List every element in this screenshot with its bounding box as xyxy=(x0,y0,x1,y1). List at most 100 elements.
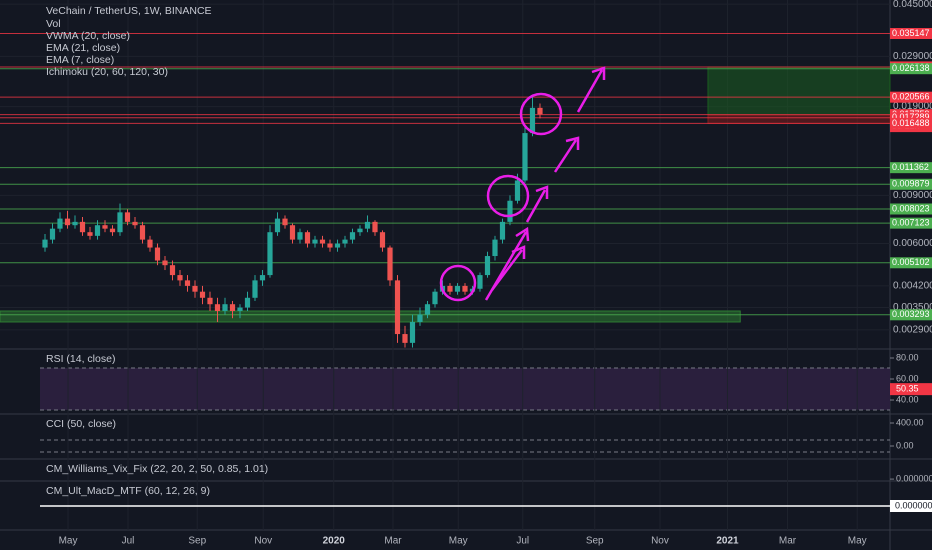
candle-body xyxy=(522,133,528,181)
level-label: 0.011362 xyxy=(892,162,929,172)
level-label: 0.005102 xyxy=(892,257,930,267)
level-label: 0.008023 xyxy=(892,203,930,213)
annotations xyxy=(439,66,606,302)
level-label-box xyxy=(890,309,932,321)
candle-body xyxy=(537,107,543,115)
y-tick-label: 0.003500 xyxy=(893,302,932,313)
candle-body xyxy=(102,225,108,229)
candle-body xyxy=(199,291,206,298)
candle-body xyxy=(274,218,281,233)
candle-body xyxy=(394,280,401,335)
x-tick-label: Mar xyxy=(384,536,402,547)
level-label: 0.035147 xyxy=(892,28,930,38)
rsi-band xyxy=(40,368,890,410)
x-tick-label: Mar xyxy=(779,536,797,547)
panel-title: CM_Williams_Vix_Fix (22, 20, 2, 50, 0.85… xyxy=(46,463,268,475)
candle-body xyxy=(387,247,393,281)
legend-entry: EMA (7, close) xyxy=(46,54,114,66)
candle-body xyxy=(327,243,333,248)
candle-body xyxy=(372,221,378,233)
level-label-box xyxy=(890,203,932,215)
x-tick-label: May xyxy=(449,536,468,547)
candle-body xyxy=(409,321,416,343)
candle-body xyxy=(312,239,318,244)
x-tick-label: May xyxy=(848,536,867,547)
labels: May Jul Sep Nov 2020 Mar May Jul Sep Nov 2021 Mar Ma… xyxy=(40,0,932,547)
current-value-label: 50.35 xyxy=(896,384,919,394)
candle-body xyxy=(252,280,258,298)
candle-body xyxy=(507,200,513,222)
x-tick-label: 2020 xyxy=(323,536,346,547)
candle-body xyxy=(177,275,183,281)
y-tick-label: 60.00 xyxy=(896,373,919,383)
y-tick-label: 0.000000 xyxy=(896,473,932,483)
candle-body xyxy=(162,260,168,266)
candle-body xyxy=(462,285,468,292)
panel-title: CM_Ult_MacD_MTF (60, 12, 26, 9) xyxy=(46,485,210,497)
candle-body xyxy=(229,304,236,311)
candle-body xyxy=(289,225,296,240)
y-tick-label: 0.004200 xyxy=(893,281,932,292)
legend-entry: Ichimoku (20, 60, 120, 30) xyxy=(46,66,168,78)
candle-body xyxy=(109,228,116,233)
candle-body xyxy=(477,275,483,289)
levels xyxy=(0,33,890,316)
y-tick-label: 0.000000 xyxy=(895,500,932,510)
candle-body xyxy=(124,212,131,222)
x-tick-label: Sep xyxy=(586,536,604,547)
y-tick-label: 0.002900 xyxy=(893,325,932,336)
candle-body xyxy=(244,297,251,308)
panel-title: CCI (50, close) xyxy=(46,418,116,430)
candle-body xyxy=(267,232,273,276)
value-box xyxy=(890,500,932,512)
level-label-box xyxy=(890,162,932,174)
legend-entry: Vol xyxy=(46,18,61,30)
level-label-box xyxy=(890,112,932,124)
candle-body xyxy=(222,304,228,311)
candle-body xyxy=(454,285,461,292)
candle-body xyxy=(349,232,356,240)
candle-body xyxy=(154,247,161,261)
zone xyxy=(707,66,891,116)
candle-body xyxy=(529,107,536,134)
panel-title: RSI (14, close) xyxy=(46,353,115,365)
x-tick-label: Nov xyxy=(254,536,272,547)
level-label: 0.016488 xyxy=(892,118,930,128)
candle-body xyxy=(147,239,153,248)
zone xyxy=(707,114,891,124)
zone xyxy=(0,310,741,323)
candle-body xyxy=(259,275,266,281)
current-value-box xyxy=(890,383,932,396)
y-tick-label: 0.045000 xyxy=(893,0,932,10)
legend-entry: EMA (21, close) xyxy=(46,42,120,54)
y-tick-label: 0.006000 xyxy=(893,238,932,249)
y-tick-label: 40.00 xyxy=(896,394,919,404)
level-label: 0.003293 xyxy=(892,309,930,319)
candle-body xyxy=(432,291,438,305)
candle-body xyxy=(79,221,86,233)
y-tick-label: 0.019000 xyxy=(893,101,932,112)
x-tick-label: Sep xyxy=(188,536,206,547)
candle-body xyxy=(237,307,243,311)
candle-body xyxy=(214,304,221,311)
candle-body xyxy=(87,232,93,236)
candle-body xyxy=(192,285,198,292)
candle-body xyxy=(282,218,288,226)
candle-body xyxy=(357,228,363,233)
level-label: 0.026138 xyxy=(892,63,930,73)
candle-body xyxy=(334,243,341,248)
candle-body xyxy=(132,221,138,226)
x-tick-label: May xyxy=(59,536,78,547)
candle-body xyxy=(364,221,371,229)
y-tick-label: 0.029000 xyxy=(893,51,932,62)
level-label-box xyxy=(890,28,932,40)
level-label: 0.009879 xyxy=(892,179,930,189)
level-label-box xyxy=(890,91,932,103)
candle-body xyxy=(402,334,408,343)
legend-entry: VWMA (20, close) xyxy=(46,30,130,42)
level-label-box xyxy=(890,178,932,190)
candle-body xyxy=(447,285,453,292)
zones xyxy=(0,66,891,323)
level-label: 0.020566 xyxy=(892,92,930,102)
candle-body xyxy=(117,212,123,233)
